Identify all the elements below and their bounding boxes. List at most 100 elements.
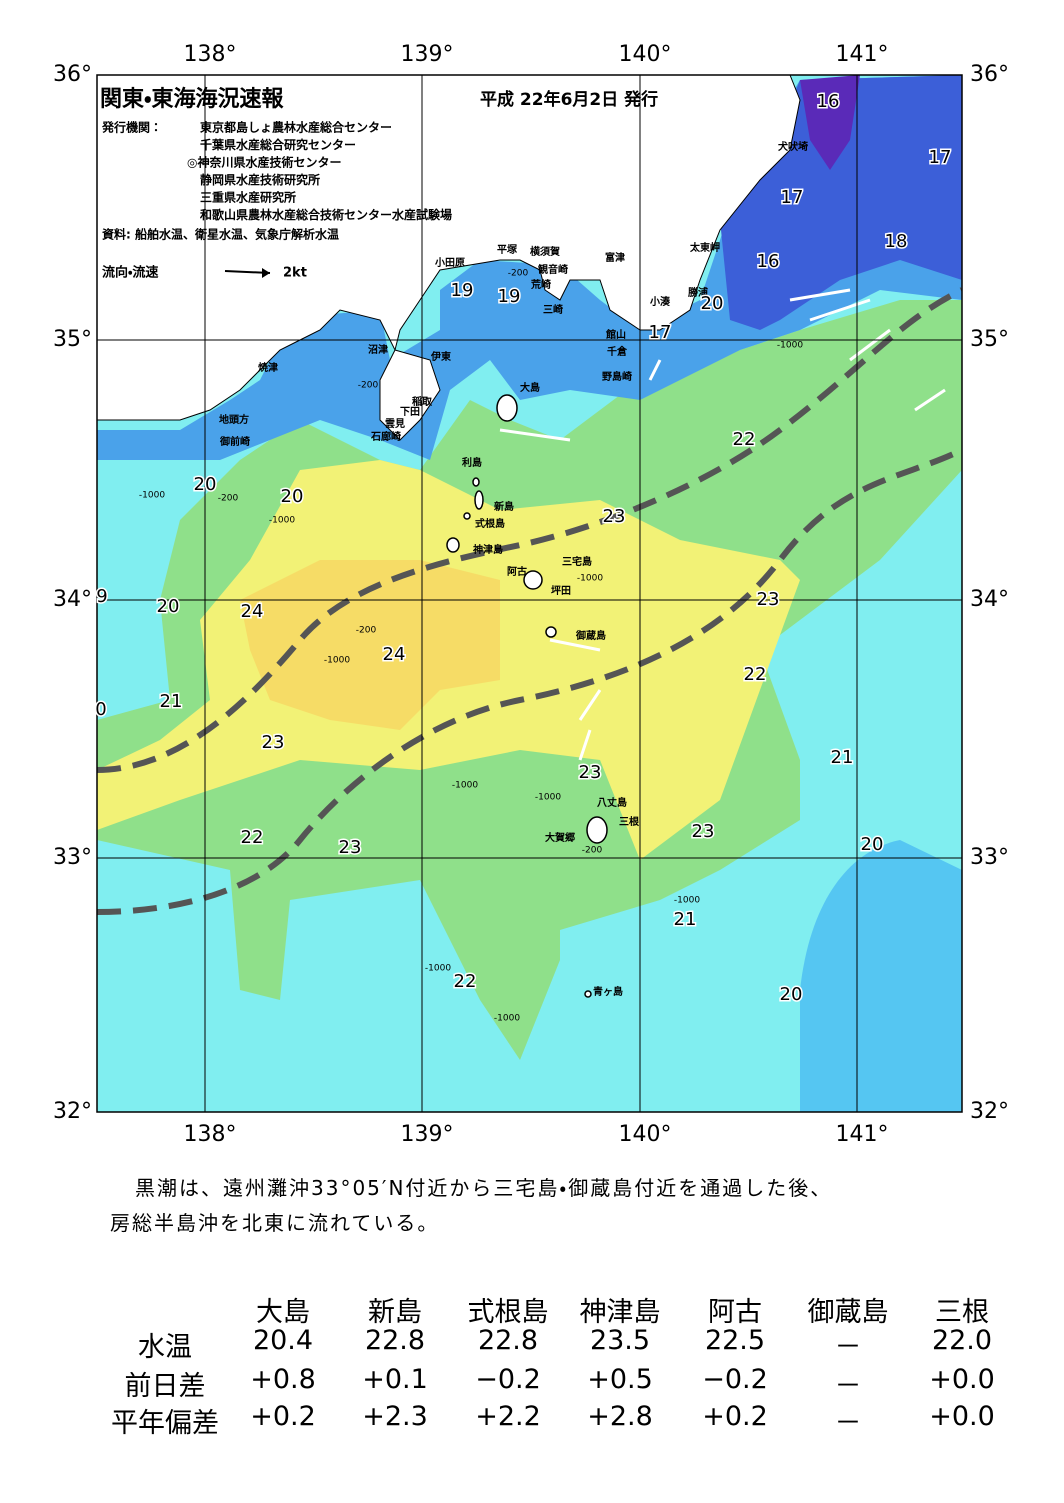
temperature-label: 24 (383, 644, 406, 665)
island (496, 394, 518, 422)
island (584, 990, 592, 998)
depth-label: -1000 (777, 341, 803, 351)
place-name: 横須賀 (530, 245, 560, 258)
place-name: 富津 (605, 251, 625, 264)
summary-line: 房総半島沖を北東に流れている。 (110, 1211, 440, 1235)
place-name: 三根 (619, 815, 640, 828)
longitude-label: 138° (184, 1122, 237, 1147)
island (472, 477, 480, 487)
map-frame (96, 74, 963, 1113)
land (97, 75, 801, 421)
sea-zone (800, 75, 860, 170)
table-cell: +0.2 (250, 1401, 316, 1432)
temperature-label: 17 (929, 147, 952, 168)
latitude-label: 32° (53, 1099, 92, 1124)
legend-label: 流向・流速 (102, 265, 158, 281)
island (474, 490, 484, 510)
arrow (549, 638, 601, 652)
depth-label: -1000 (324, 656, 350, 666)
place-name: 阿古 (507, 565, 527, 578)
table-cell: 三根 (935, 1297, 989, 1328)
table-cell: 22.8 (364, 1325, 426, 1356)
table-cell: 23.5 (589, 1325, 651, 1356)
temperature-label: 17 (781, 187, 804, 208)
arrow (789, 288, 851, 302)
arrow (578, 729, 592, 761)
temperature-label: 23 (757, 589, 780, 610)
island (545, 626, 557, 638)
latitude-label: 36° (53, 62, 92, 87)
summary-line: 黒潮は、遠州灘沖33°05′N付近から三宅島・御蔵島付近を通過した後、 (135, 1176, 833, 1200)
kuroshio (97, 287, 962, 915)
table-cell: +0.1 (362, 1364, 428, 1395)
place-name: 荒崎 (530, 278, 551, 291)
temperature-label: 22 (241, 827, 264, 848)
place-name: 三崎 (543, 303, 563, 316)
place-name: 利島 (462, 456, 482, 469)
temperature-label: 19 (498, 286, 521, 307)
place-name: 新島 (493, 500, 514, 513)
temperature-label: 23 (339, 837, 362, 858)
depth-label: -200 (508, 269, 529, 279)
issuer: ◎神奈川県水産技術センター (187, 155, 341, 170)
table-cell: 阿古 (708, 1297, 762, 1328)
depth-label: -200 (582, 846, 603, 856)
depth-label: -1000 (674, 896, 700, 906)
issuer: 千葉県水産総合研究センター (200, 137, 356, 152)
depth-label: -200 (358, 381, 379, 391)
temperature-label: 20 (701, 293, 724, 314)
table-cell: 大島 (256, 1297, 310, 1328)
table-cell: 20.4 (252, 1325, 314, 1356)
place-name: 青ヶ島 (593, 985, 623, 998)
issuer: 静岡県水産技術研究所 (200, 172, 320, 187)
place-name: 神津島 (472, 543, 503, 556)
land (379, 349, 441, 441)
place-name: 石廊崎 (370, 430, 401, 443)
longitude-label: 140° (619, 1122, 672, 1147)
map: 関東・東海海況速報 平成 22年6月2日 発行 発行機関： 資料: 船舶水温、衛… (53, 42, 1009, 1147)
temperature-label: 20 (194, 474, 217, 495)
temperature-label: 20 (861, 834, 884, 855)
table-cell: 水温 (138, 1332, 192, 1363)
place-name: 焼津 (258, 361, 278, 374)
place-name: 沼津 (368, 343, 388, 356)
latitude-label: 35° (53, 327, 92, 352)
temperature-label: 18 (885, 231, 908, 252)
issuer-label: 発行機関： (101, 120, 162, 135)
longitude-label: 141° (836, 1122, 889, 1147)
title: 関東・東海海況速報 (100, 86, 284, 112)
depth-label: -1000 (494, 1014, 520, 1024)
place-name: 大島 (520, 381, 540, 394)
temperature-label: 21 (674, 909, 697, 930)
place-name: 伊東 (430, 350, 451, 363)
table-cell: 平年偏差 (111, 1408, 219, 1439)
temperature-label: 21 (160, 691, 183, 712)
table-cell: 新島 (368, 1297, 422, 1328)
latitude-label: 35° (970, 327, 1009, 352)
island (586, 816, 608, 844)
temperature-label: 16 (817, 91, 840, 112)
table-cell: 式根島 (467, 1297, 549, 1328)
table-cell: +0.0 (929, 1364, 995, 1395)
place-name: 小田原 (434, 256, 465, 269)
table-cell: +0.5 (587, 1364, 653, 1395)
latitude-label: 34° (970, 587, 1009, 612)
table-cell: +0.0 (929, 1401, 995, 1432)
latitude-label: 36° (970, 62, 1009, 87)
arrow (648, 359, 662, 381)
table-cell: － (834, 1332, 862, 1363)
temperature-label: 22 (733, 429, 756, 450)
longitude-label: 139° (401, 1122, 454, 1147)
temperature-label: 22 (744, 664, 767, 685)
longitude-label: 138° (184, 42, 237, 67)
place-name: 御前崎 (219, 435, 250, 448)
temperature-label: 19 (451, 280, 474, 301)
place-name: 稲取 (412, 395, 433, 408)
table-cell: － (834, 1408, 862, 1439)
arrow (914, 388, 946, 412)
legend-arrowhead (262, 268, 270, 278)
arrow (809, 298, 871, 322)
depth-label: -1000 (535, 793, 561, 803)
island (463, 512, 471, 520)
